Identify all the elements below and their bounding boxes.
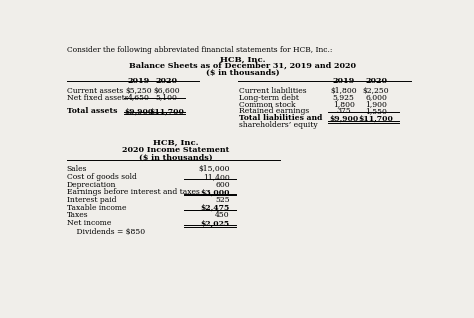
Text: $11,700: $11,700 (359, 114, 393, 122)
Text: ($ in thousands): ($ in thousands) (206, 69, 280, 77)
Text: Total assets: Total assets (66, 107, 117, 115)
Text: 450: 450 (215, 211, 230, 219)
Text: $2,475: $2,475 (201, 204, 230, 212)
Text: $5,250: $5,250 (126, 87, 152, 95)
Text: $9,900: $9,900 (124, 107, 154, 115)
Text: $11,700: $11,700 (149, 107, 184, 115)
Text: 2020: 2020 (365, 77, 387, 85)
Text: Common stock: Common stock (239, 100, 296, 108)
Text: 11,400: 11,400 (203, 173, 230, 181)
Text: 2020: 2020 (155, 77, 178, 85)
Text: $15,000: $15,000 (198, 165, 230, 173)
Text: Total liabilities and: Total liabilities and (239, 114, 322, 122)
Text: 2019: 2019 (333, 77, 355, 85)
Text: 5,925: 5,925 (333, 93, 355, 101)
Text: $6,600: $6,600 (154, 87, 180, 95)
Text: 2019: 2019 (128, 77, 150, 85)
Text: ($ in thousands): ($ in thousands) (139, 154, 213, 162)
Text: Net income: Net income (66, 219, 111, 227)
Text: 600: 600 (215, 181, 230, 189)
Text: Retained earnings: Retained earnings (239, 107, 310, 115)
Text: Depreciation: Depreciation (66, 181, 116, 189)
Text: Dividends = $850: Dividends = $850 (66, 228, 145, 236)
Text: 525: 525 (215, 196, 230, 204)
Text: Consider the following abbreviated financial statements for HCB, Inc.:: Consider the following abbreviated finan… (66, 46, 332, 54)
Text: Taxable income: Taxable income (66, 204, 126, 212)
Text: Earnings before interest and taxes: Earnings before interest and taxes (66, 188, 200, 196)
Text: $1,800: $1,800 (330, 87, 357, 95)
Text: Current assets: Current assets (66, 87, 123, 95)
Text: 1,800: 1,800 (333, 100, 355, 108)
Text: 375: 375 (337, 107, 351, 115)
Text: Interest paid: Interest paid (66, 196, 116, 204)
Text: 4,650: 4,650 (128, 93, 150, 101)
Text: Balance Sheets as of December 31, 2019 and 2020: Balance Sheets as of December 31, 2019 a… (129, 62, 356, 70)
Text: $2,025: $2,025 (201, 219, 230, 227)
Text: $2,250: $2,250 (363, 87, 390, 95)
Text: 1,550: 1,550 (365, 107, 387, 115)
Text: 6,000: 6,000 (365, 93, 387, 101)
Text: shareholders’ equity: shareholders’ equity (239, 121, 318, 129)
Text: HCB, Inc.: HCB, Inc. (153, 138, 199, 146)
Text: $9,900: $9,900 (329, 114, 358, 122)
Text: Cost of goods sold: Cost of goods sold (66, 173, 137, 181)
Text: Net fixed assets: Net fixed assets (66, 93, 128, 101)
Text: Taxes: Taxes (66, 211, 88, 219)
Text: Long-term debt: Long-term debt (239, 93, 299, 101)
Text: 1,900: 1,900 (365, 100, 387, 108)
Text: $3,000: $3,000 (201, 188, 230, 196)
Text: HCB, Inc.: HCB, Inc. (220, 55, 265, 63)
Text: Current liabilities: Current liabilities (239, 87, 307, 95)
Text: Sales: Sales (66, 165, 87, 173)
Text: 5,100: 5,100 (156, 93, 178, 101)
Text: 2020 Income Statement: 2020 Income Statement (122, 146, 229, 154)
